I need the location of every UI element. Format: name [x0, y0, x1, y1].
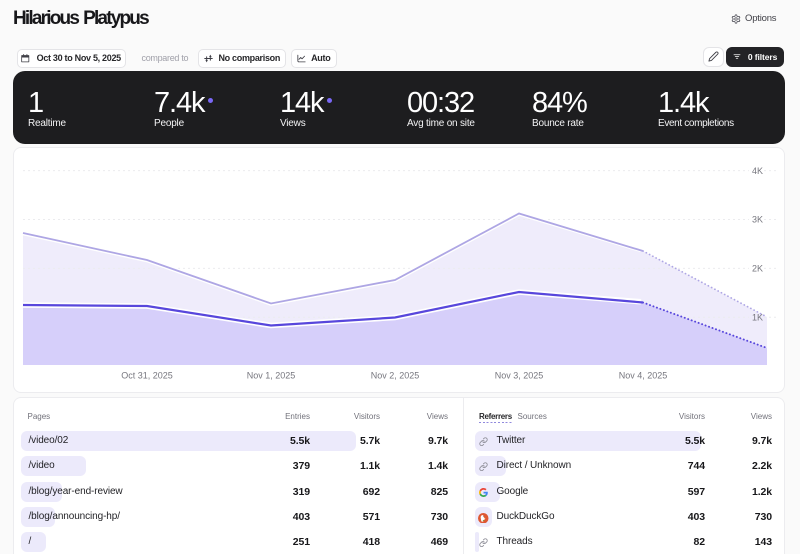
- svg-text:Nov 3, 2025: Nov 3, 2025: [495, 371, 544, 381]
- svg-text:1K: 1K: [752, 313, 763, 323]
- svg-text:Nov 1, 2025: Nov 1, 2025: [247, 371, 296, 381]
- svg-text:4K: 4K: [752, 166, 763, 176]
- svg-text:Oct 31, 2025: Oct 31, 2025: [121, 371, 173, 381]
- svg-text:Nov 4, 2025: Nov 4, 2025: [619, 371, 668, 381]
- svg-text:Nov 2, 2025: Nov 2, 2025: [371, 371, 420, 381]
- svg-text:2K: 2K: [752, 264, 763, 274]
- svg-text:3K: 3K: [752, 215, 763, 225]
